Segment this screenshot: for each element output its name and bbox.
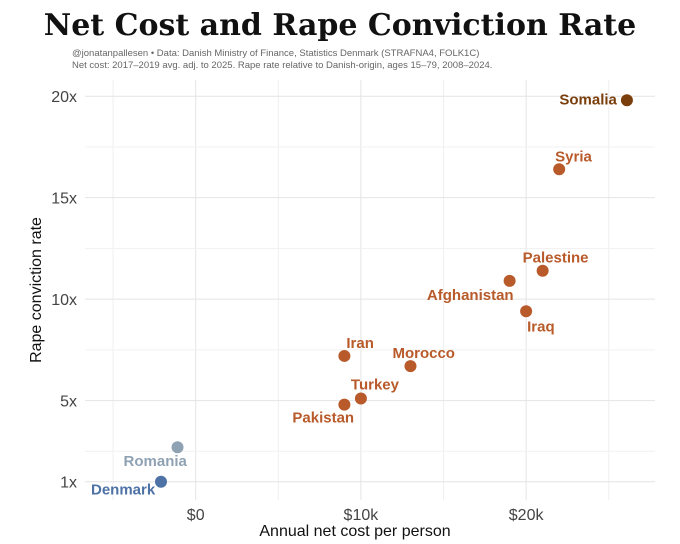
data-label-denmark: Denmark (91, 482, 156, 499)
data-label-romania: Romania (124, 453, 188, 470)
data-label-somalia: Somalia (559, 91, 617, 108)
data-point-palestine (536, 264, 549, 277)
y-tick-label: 20x (51, 89, 77, 106)
x-tick-label: $20k (509, 507, 545, 524)
data-point-iraq (520, 305, 533, 318)
data-point-afghanistan (503, 274, 516, 287)
data-point-somalia (620, 94, 633, 107)
y-tick-label: 10x (51, 292, 77, 309)
data-point-romania (171, 441, 184, 454)
data-point-turkey (354, 392, 367, 405)
data-label-turkey: Turkey (351, 377, 400, 394)
x-tick-label: $10k (344, 507, 380, 524)
data-point-denmark (155, 475, 167, 488)
chart-title: Net Cost and Rape Conviction Rate (43, 8, 637, 43)
data-label-iran: Iran (346, 335, 374, 352)
data-label-pakistan: Pakistan (292, 410, 354, 427)
y-tick-label: 1x (60, 475, 77, 492)
data-label-morocco: Morocco (392, 345, 455, 362)
data-point-iran (338, 349, 351, 362)
data-point-pakistan (338, 398, 351, 411)
data-label-syria: Syria (555, 148, 592, 165)
x-axis-label: Annual net cost per person (259, 523, 450, 540)
data-label-afghanistan: Afghanistan (427, 287, 514, 304)
chart-subtitle-source: @jonatanpallesen • Data: Danish Ministry… (72, 48, 480, 59)
data-label-iraq: Iraq (527, 318, 555, 335)
y-tick-label: 15x (51, 191, 77, 208)
y-tick-label: 5x (60, 394, 77, 411)
data-point-morocco (404, 360, 417, 373)
chart-subtitle-note: Net cost: 2017–2019 avg. adj. to 2025. R… (72, 60, 493, 71)
y-axis-label: Rape conviction rate (28, 217, 45, 363)
data-label-palestine: Palestine (523, 250, 589, 267)
x-tick-label: $0 (187, 507, 205, 524)
data-point-syria (553, 163, 566, 176)
